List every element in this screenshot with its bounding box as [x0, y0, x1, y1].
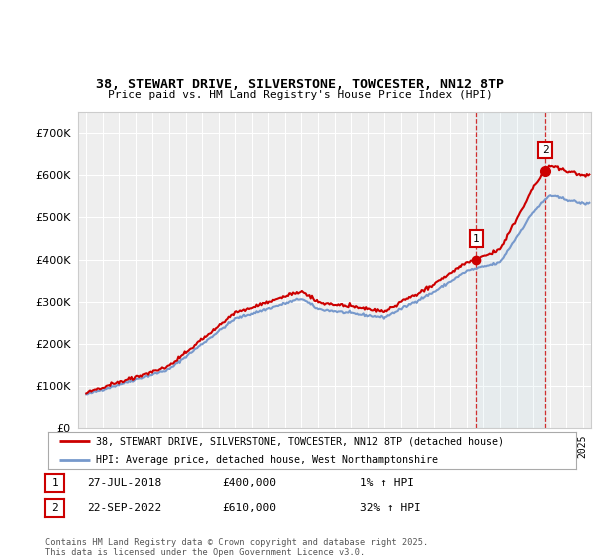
Text: 27-JUL-2018: 27-JUL-2018	[87, 478, 161, 488]
Bar	[476, 112, 545, 428]
Text: 2: 2	[51, 503, 58, 513]
Text: 1: 1	[473, 234, 479, 244]
Text: 1% ↑ HPI: 1% ↑ HPI	[360, 478, 414, 488]
Text: Price paid vs. HM Land Registry's House Price Index (HPI): Price paid vs. HM Land Registry's House …	[107, 90, 493, 100]
Text: HPI: Average price, detached house, West Northamptonshire: HPI: Average price, detached house, West…	[95, 455, 437, 465]
Text: 32% ↑ HPI: 32% ↑ HPI	[360, 503, 421, 513]
Text: £610,000: £610,000	[222, 503, 276, 513]
Text: Contains HM Land Registry data © Crown copyright and database right 2025.
This d: Contains HM Land Registry data © Crown c…	[45, 538, 428, 557]
Text: 38, STEWART DRIVE, SILVERSTONE, TOWCESTER, NN12 8TP (detached house): 38, STEWART DRIVE, SILVERSTONE, TOWCESTE…	[95, 436, 503, 446]
Text: 38, STEWART DRIVE, SILVERSTONE, TOWCESTER, NN12 8TP: 38, STEWART DRIVE, SILVERSTONE, TOWCESTE…	[96, 78, 504, 91]
Text: £400,000: £400,000	[222, 478, 276, 488]
Text: 2: 2	[542, 145, 548, 155]
Text: 22-SEP-2022: 22-SEP-2022	[87, 503, 161, 513]
Text: 1: 1	[51, 478, 58, 488]
